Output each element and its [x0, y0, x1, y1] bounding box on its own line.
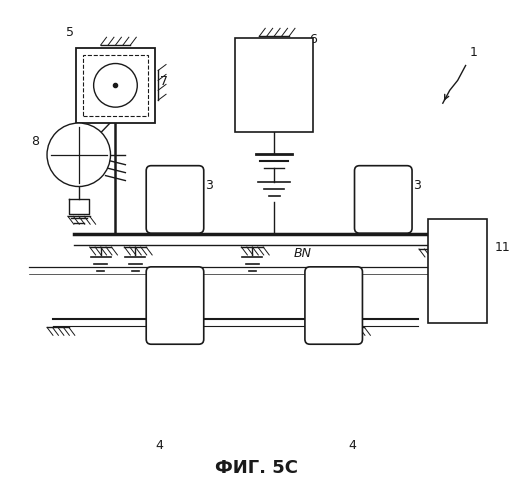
Text: ФИГ. 5С: ФИГ. 5С [215, 459, 298, 477]
Text: 4: 4 [348, 440, 356, 453]
FancyBboxPatch shape [355, 166, 412, 233]
Bar [428, 219, 487, 323]
Bar [235, 38, 313, 132]
Text: 4: 4 [155, 440, 163, 453]
FancyBboxPatch shape [146, 166, 204, 233]
Text: 5: 5 [66, 26, 74, 39]
Text: BN: BN [294, 247, 312, 260]
Text: 11: 11 [494, 241, 510, 254]
Text: 3: 3 [413, 180, 421, 193]
Bar [76, 48, 155, 123]
Text: 8: 8 [31, 135, 39, 148]
Text: 3: 3 [205, 180, 213, 193]
Bar [83, 55, 148, 116]
Text: 6: 6 [309, 33, 317, 46]
Text: 7: 7 [160, 75, 168, 88]
FancyBboxPatch shape [305, 267, 362, 344]
Circle shape [47, 123, 111, 187]
FancyBboxPatch shape [146, 267, 204, 344]
Text: 1: 1 [470, 45, 478, 58]
Circle shape [94, 63, 137, 107]
